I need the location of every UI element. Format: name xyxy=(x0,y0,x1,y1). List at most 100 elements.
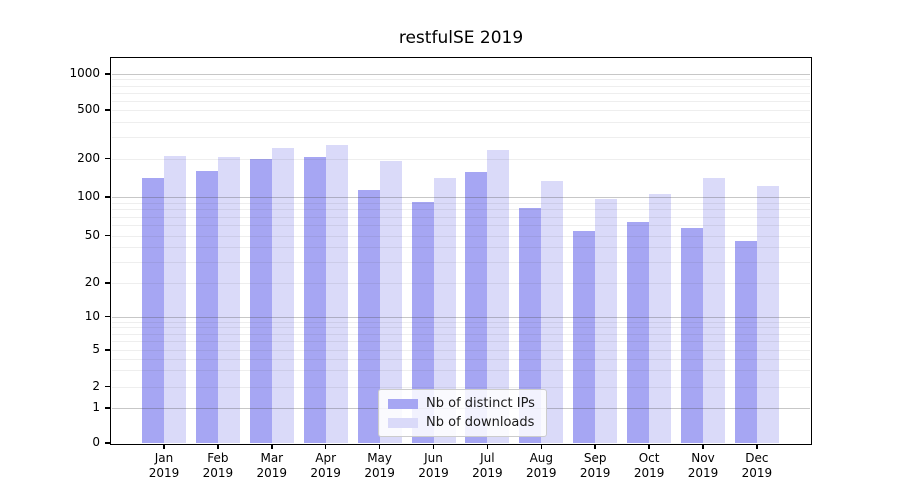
x-axis-tick-label: May 2019 xyxy=(364,451,395,480)
y-axis-tick-label: 50 xyxy=(84,227,100,242)
y-axis-tick xyxy=(105,157,110,160)
minor-gridline xyxy=(112,261,810,263)
bar-distinct-ips xyxy=(357,190,380,443)
minor-gridline xyxy=(112,209,810,211)
x-axis-tick-label: Oct 2019 xyxy=(633,451,665,480)
y-axis-tick xyxy=(105,234,110,237)
bar-downloads xyxy=(487,149,510,443)
bar-distinct-ips xyxy=(411,202,434,443)
x-axis-tick xyxy=(648,445,650,449)
minor-gridline xyxy=(112,216,810,218)
legend-label-distinct-ips: Nb of distinct IPs xyxy=(426,396,535,411)
x-axis-tick-label: Jun 2019 xyxy=(418,451,449,480)
minor-gridline xyxy=(112,85,810,87)
x-axis-tick xyxy=(271,445,273,449)
minor-gridline xyxy=(112,137,810,139)
y-axis-tick-label: 5 xyxy=(92,342,100,356)
minor-gridline xyxy=(112,327,810,329)
legend-item-downloads: Nb of downloads xyxy=(388,415,535,430)
bar-distinct-ips xyxy=(249,158,272,443)
minor-gridline xyxy=(112,321,810,323)
bar-downloads xyxy=(379,161,402,443)
x-axis-tick-label: Jan 2019 xyxy=(148,451,180,480)
x-axis-tick-label: Jul 2019 xyxy=(472,451,503,480)
minor-gridline xyxy=(112,92,810,94)
x-axis-tick-label: Feb 2019 xyxy=(202,451,234,480)
bar-distinct-ips xyxy=(734,240,757,443)
x-axis-tick xyxy=(540,445,543,449)
minor-gridline xyxy=(112,358,810,360)
y-axis-tick-label: 1 xyxy=(92,400,100,414)
y-axis-tick xyxy=(105,442,110,444)
minor-gridline xyxy=(112,225,810,227)
bar-downloads xyxy=(271,148,294,443)
legend-swatch-distinct-ips xyxy=(388,398,418,409)
x-axis-tick-label: Dec 2019 xyxy=(741,451,773,480)
bar-distinct-ips xyxy=(519,208,542,443)
minor-gridline xyxy=(112,386,810,388)
y-axis-tick xyxy=(105,73,110,75)
minor-gridline xyxy=(112,202,810,204)
y-axis-tick xyxy=(105,315,110,318)
y-axis-tick xyxy=(105,109,110,111)
bar-distinct-ips xyxy=(465,171,488,443)
minor-gridline xyxy=(112,283,810,284)
major-gridline xyxy=(112,197,810,198)
legend-label-downloads: Nb of downloads xyxy=(426,415,535,430)
y-axis-tick-label: 200 xyxy=(77,150,100,165)
minor-gridline xyxy=(112,158,810,160)
x-axis-tick-label: Aug 2019 xyxy=(526,451,557,480)
minor-gridline xyxy=(112,350,810,351)
y-axis-tick-label: 100 xyxy=(77,189,100,203)
bar-downloads xyxy=(325,145,348,443)
y-axis-tick xyxy=(105,282,110,284)
y-axis-tick-label: 500 xyxy=(77,102,100,116)
x-axis-tick xyxy=(594,445,596,449)
minor-gridline xyxy=(112,247,810,249)
x-axis-tick-label: Sep 2019 xyxy=(579,451,611,480)
x-axis-tick-label: Apr 2019 xyxy=(310,451,341,480)
bar-distinct-ips xyxy=(573,231,596,443)
major-gridline xyxy=(112,74,810,75)
bar-downloads xyxy=(164,156,186,443)
minor-gridline xyxy=(112,121,810,123)
y-axis-tick xyxy=(105,385,110,388)
bar-distinct-ips xyxy=(303,157,326,443)
bar-downloads xyxy=(756,186,779,443)
legend-swatch-downloads xyxy=(388,417,418,428)
minor-gridline xyxy=(112,110,810,111)
x-axis-tick xyxy=(756,445,758,449)
y-axis-tick-label: 0 xyxy=(92,435,100,449)
x-axis-tick xyxy=(702,445,704,449)
bar-distinct-ips xyxy=(142,178,164,443)
chart-title: restfulSE 2019 xyxy=(398,28,524,48)
bar-downloads xyxy=(595,198,618,443)
y-axis-tick-label: 2 xyxy=(92,378,100,393)
bar-downloads xyxy=(541,180,564,443)
x-axis-tick-label: Mar 2019 xyxy=(256,451,288,480)
bar-distinct-ips xyxy=(681,228,703,443)
x-axis-tick xyxy=(486,445,489,449)
bar-downloads xyxy=(649,193,672,443)
minor-gridline xyxy=(112,235,810,237)
minor-gridline xyxy=(112,341,810,343)
minor-gridline xyxy=(112,100,810,102)
bar-downloads xyxy=(703,177,725,443)
x-axis-tick-label: Nov 2019 xyxy=(687,451,719,480)
legend-item-distinct-ips: Nb of distinct IPs xyxy=(388,396,535,411)
x-axis-tick xyxy=(432,445,435,449)
y-axis-tick xyxy=(105,196,110,198)
y-axis-tick xyxy=(105,407,110,409)
bar-distinct-ips xyxy=(627,221,650,443)
plot-area: Nb of distinct IPs Nb of downloads 0 1 2 5 1… xyxy=(69,57,812,480)
x-axis-tick xyxy=(378,445,381,449)
legend: Nb of distinct IPs Nb of downloads xyxy=(378,389,547,437)
bar-distinct-ips xyxy=(195,171,218,443)
y-axis-tick xyxy=(105,349,110,351)
bar-downloads xyxy=(433,178,456,443)
y-axis-tick-label: 1000 xyxy=(69,66,100,80)
x-axis-tick xyxy=(324,445,327,449)
x-axis-tick xyxy=(163,445,165,449)
y-axis-tick-label: 10 xyxy=(84,308,100,323)
